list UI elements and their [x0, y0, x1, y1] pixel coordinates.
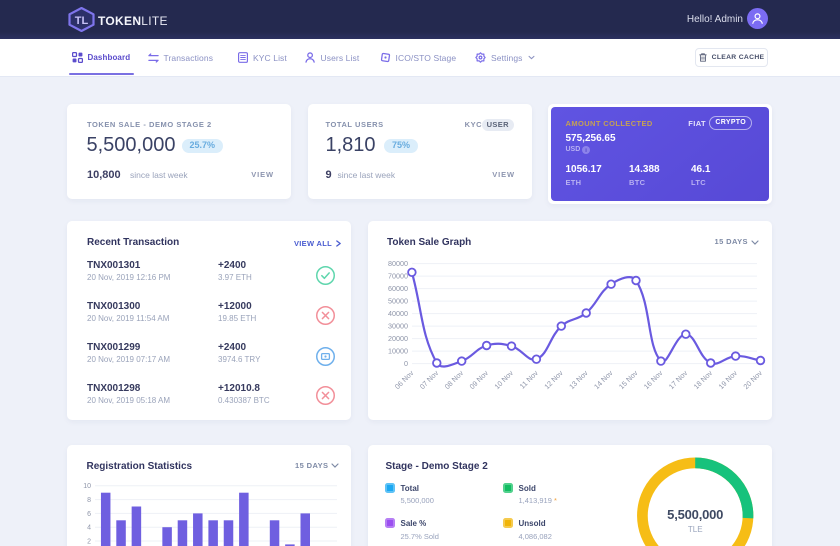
svg-text:TL: TL	[75, 15, 89, 27]
svg-text:30000: 30000	[388, 322, 408, 331]
svg-text:8: 8	[87, 497, 91, 504]
svg-text:10 Nov: 10 Nov	[492, 368, 515, 391]
svg-text:i: i	[585, 148, 587, 154]
svg-text:80000: 80000	[388, 259, 408, 268]
svg-text:6: 6	[87, 511, 91, 518]
svg-text:50000: 50000	[388, 297, 408, 306]
svg-text:2: 2	[87, 538, 91, 545]
svg-text:19 Nov: 19 Nov	[717, 368, 740, 391]
svg-text:70000: 70000	[388, 272, 408, 281]
svg-text:16 Nov: 16 Nov	[642, 368, 665, 391]
svg-text:18 Nov: 18 Nov	[692, 368, 715, 391]
svg-text:08 Nov: 08 Nov	[443, 368, 466, 391]
svg-text:0: 0	[404, 359, 408, 368]
svg-text:06 Nov: 06 Nov	[393, 368, 416, 391]
svg-text:60000: 60000	[388, 284, 408, 293]
svg-text:17 Nov: 17 Nov	[667, 368, 690, 391]
svg-text:20000: 20000	[388, 334, 408, 343]
svg-text:07 Nov: 07 Nov	[418, 368, 441, 391]
svg-text:12 Nov: 12 Nov	[542, 368, 565, 391]
svg-text:13 Nov: 13 Nov	[567, 368, 590, 391]
svg-text:TLE: TLE	[687, 525, 702, 534]
svg-text:09 Nov: 09 Nov	[468, 368, 491, 391]
svg-text:5,500,000: 5,500,000	[667, 507, 723, 522]
svg-text:10000: 10000	[388, 347, 408, 356]
svg-text:14 Nov: 14 Nov	[592, 368, 615, 391]
svg-text:10: 10	[83, 483, 91, 490]
svg-text:40000: 40000	[388, 309, 408, 318]
svg-text:15 Nov: 15 Nov	[617, 368, 640, 391]
svg-text:4: 4	[87, 525, 91, 532]
svg-text:11 Nov: 11 Nov	[518, 368, 540, 390]
svg-text:20 Nov: 20 Nov	[741, 368, 764, 391]
